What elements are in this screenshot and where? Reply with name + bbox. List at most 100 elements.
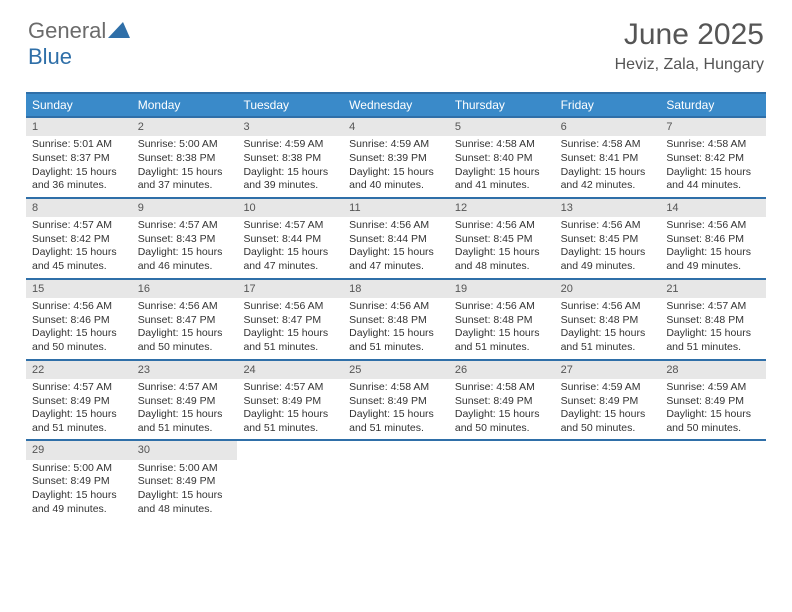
daylight-text: and 51 minutes. [243, 422, 337, 436]
day-number: 7 [660, 118, 766, 136]
calendar: Sunday Monday Tuesday Wednesday Thursday… [26, 92, 766, 520]
day-number: 26 [449, 361, 555, 379]
day-cell [555, 441, 661, 520]
sunset-text: Sunset: 8:42 PM [666, 152, 760, 166]
daylight-text: and 47 minutes. [243, 260, 337, 274]
logo-text: General Blue [28, 18, 130, 70]
daylight-text: Daylight: 15 hours [138, 408, 232, 422]
sunset-text: Sunset: 8:39 PM [349, 152, 443, 166]
daylight-text: and 50 minutes. [455, 422, 549, 436]
day-cell: 12Sunrise: 4:56 AMSunset: 8:45 PMDayligh… [449, 199, 555, 278]
day-body: Sunrise: 4:56 AMSunset: 8:45 PMDaylight:… [555, 217, 661, 278]
daylight-text: and 51 minutes. [349, 422, 443, 436]
day-cell: 10Sunrise: 4:57 AMSunset: 8:44 PMDayligh… [237, 199, 343, 278]
daylight-text: and 45 minutes. [32, 260, 126, 274]
sunset-text: Sunset: 8:49 PM [138, 395, 232, 409]
daylight-text: Daylight: 15 hours [561, 246, 655, 260]
day-number: 23 [132, 361, 238, 379]
sunrise-text: Sunrise: 4:59 AM [561, 381, 655, 395]
daylight-text: and 51 minutes. [666, 341, 760, 355]
daylight-text: and 48 minutes. [455, 260, 549, 274]
weekday-header-row: Sunday Monday Tuesday Wednesday Thursday… [26, 94, 766, 116]
page-title: June 2025 [615, 18, 764, 52]
daylight-text: Daylight: 15 hours [666, 246, 760, 260]
weekday-header: Saturday [660, 94, 766, 116]
day-body: Sunrise: 4:56 AMSunset: 8:44 PMDaylight:… [343, 217, 449, 278]
daylight-text: and 51 minutes. [138, 422, 232, 436]
sunset-text: Sunset: 8:41 PM [561, 152, 655, 166]
sunset-text: Sunset: 8:48 PM [349, 314, 443, 328]
sunrise-text: Sunrise: 4:59 AM [243, 138, 337, 152]
day-number: 13 [555, 199, 661, 217]
day-number: 8 [26, 199, 132, 217]
day-number: 21 [660, 280, 766, 298]
logo-text-blue: Blue [28, 44, 72, 69]
day-number: 18 [343, 280, 449, 298]
sunrise-text: Sunrise: 4:56 AM [138, 300, 232, 314]
daylight-text: and 46 minutes. [138, 260, 232, 274]
daylight-text: Daylight: 15 hours [666, 166, 760, 180]
daylight-text: Daylight: 15 hours [32, 489, 126, 503]
day-number: 9 [132, 199, 238, 217]
daylight-text: Daylight: 15 hours [138, 327, 232, 341]
day-body: Sunrise: 4:56 AMSunset: 8:47 PMDaylight:… [132, 298, 238, 359]
sunrise-text: Sunrise: 4:56 AM [32, 300, 126, 314]
day-number: 27 [555, 361, 661, 379]
day-number: 10 [237, 199, 343, 217]
sunrise-text: Sunrise: 4:57 AM [32, 219, 126, 233]
sunrise-text: Sunrise: 5:00 AM [138, 462, 232, 476]
day-cell: 8Sunrise: 4:57 AMSunset: 8:42 PMDaylight… [26, 199, 132, 278]
day-body: Sunrise: 4:56 AMSunset: 8:47 PMDaylight:… [237, 298, 343, 359]
sunset-text: Sunset: 8:48 PM [666, 314, 760, 328]
daylight-text: and 51 minutes. [243, 341, 337, 355]
sunrise-text: Sunrise: 4:58 AM [561, 138, 655, 152]
daylight-text: Daylight: 15 hours [455, 327, 549, 341]
day-cell: 1 Sunrise: 5:01 AMSunset: 8:37 PMDaylight… [26, 118, 132, 197]
day-cell: 13Sunrise: 4:56 AMSunset: 8:45 PMDayligh… [555, 199, 661, 278]
daylight-text: and 49 minutes. [32, 503, 126, 517]
daylight-text: and 50 minutes. [32, 341, 126, 355]
daylight-text: and 48 minutes. [138, 503, 232, 517]
daylight-text: and 40 minutes. [349, 179, 443, 193]
daylight-text: and 36 minutes. [32, 179, 126, 193]
sunset-text: Sunset: 8:49 PM [243, 395, 337, 409]
daylight-text: Daylight: 15 hours [32, 408, 126, 422]
day-number: 4 [343, 118, 449, 136]
sunset-text: Sunset: 8:44 PM [243, 233, 337, 247]
day-cell: 27Sunrise: 4:59 AMSunset: 8:49 PMDayligh… [555, 361, 661, 440]
sunset-text: Sunset: 8:49 PM [666, 395, 760, 409]
day-body: Sunrise: 4:56 AMSunset: 8:46 PMDaylight:… [660, 217, 766, 278]
sunrise-text: Sunrise: 5:01 AM [32, 138, 126, 152]
day-cell: 18Sunrise: 4:56 AMSunset: 8:48 PMDayligh… [343, 280, 449, 359]
daylight-text: Daylight: 15 hours [243, 246, 337, 260]
day-body: Sunrise: 5:00 AMSunset: 8:49 PMDaylight:… [26, 460, 132, 521]
week-row: 8 Sunrise: 4:57 AMSunset: 8:42 PM Daylight… [26, 197, 766, 278]
day-number: 6 [555, 118, 661, 136]
daylight-text: Daylight: 15 hours [349, 408, 443, 422]
daylight-text: and 51 minutes. [349, 341, 443, 355]
sunset-text: Sunset: 8:49 PM [32, 395, 126, 409]
day-cell: 24Sunrise: 4:57 AMSunset: 8:49 PMDayligh… [237, 361, 343, 440]
sunrise-text: Sunrise: 4:58 AM [455, 138, 549, 152]
daylight-text: Daylight: 15 hours [32, 166, 126, 180]
day-cell: 11Sunrise: 4:56 AMSunset: 8:44 PMDayligh… [343, 199, 449, 278]
day-body: Sunrise: 4:57 AMSunset: 8:48 PMDaylight:… [660, 298, 766, 359]
sunrise-text: Sunrise: 4:57 AM [243, 381, 337, 395]
week-row: 1Sunrise: 5:01 AMSunset: 8:37 PMDaylight… [26, 116, 766, 197]
day-number: 1 [26, 118, 132, 136]
sunrise-text: Sunrise: 4:59 AM [666, 381, 760, 395]
sunrise-text: Sunrise: 4:57 AM [138, 381, 232, 395]
day-body: Sunrise: 4:58 AMSunset: 8:41 PMDaylight:… [555, 136, 661, 197]
sunset-text: Sunset: 8:42 PM [32, 233, 126, 247]
daylight-text: Daylight: 15 hours [666, 327, 760, 341]
sunset-text: Sunset: 8:47 PM [243, 314, 337, 328]
sunrise-text: Sunrise: 4:56 AM [455, 219, 549, 233]
day-number: 11 [343, 199, 449, 217]
sunrise-text: Sunrise: 4:56 AM [243, 300, 337, 314]
day-number: 2 [132, 118, 238, 136]
daylight-text: Daylight: 15 hours [243, 408, 337, 422]
day-cell: 4Sunrise: 4:59 AMSunset: 8:39 PMDaylight… [343, 118, 449, 197]
day-body: Sunrise: 4:57 AMSunset: 8:49 PMDaylight:… [237, 379, 343, 440]
day-body: Sunrise: 4:59 AMSunset: 8:39 PMDaylight:… [343, 136, 449, 197]
sunset-text: Sunset: 8:37 PM [32, 152, 126, 166]
